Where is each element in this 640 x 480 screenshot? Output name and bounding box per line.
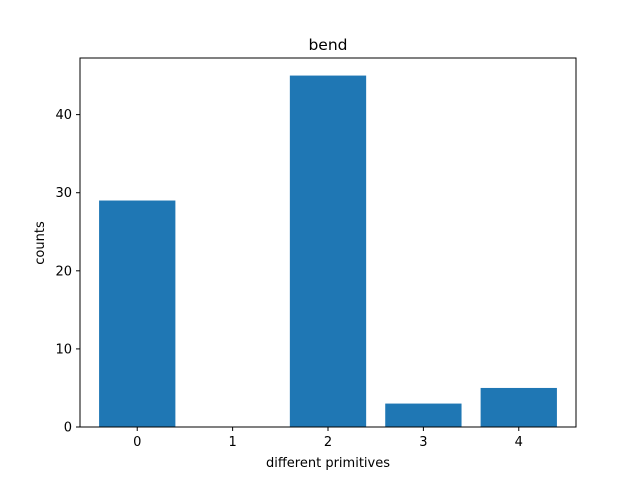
bar-3 bbox=[385, 403, 462, 427]
y-axis-ticks: 0 10 20 30 40 bbox=[55, 108, 80, 436]
x-tick-label: 4 bbox=[515, 435, 523, 450]
x-tick-label: 2 bbox=[324, 435, 332, 450]
x-axis-label: different primitives bbox=[266, 456, 390, 471]
y-tick-label: 30 bbox=[55, 186, 72, 201]
x-tick-label: 1 bbox=[228, 435, 236, 450]
y-tick-label: 0 bbox=[64, 421, 72, 436]
y-tick-label: 40 bbox=[55, 108, 72, 123]
y-tick-label: 10 bbox=[55, 342, 72, 357]
bar-2 bbox=[289, 75, 367, 428]
x-tick-label: 3 bbox=[419, 435, 427, 450]
y-tick-label: 20 bbox=[55, 264, 72, 279]
chart-title: bend bbox=[308, 36, 347, 54]
bar-group bbox=[99, 75, 557, 428]
x-axis-ticks: 0 1 2 3 4 bbox=[133, 427, 523, 450]
plot-frame bbox=[79, 57, 577, 428]
bar-0 bbox=[99, 200, 176, 427]
x-tick-label: 0 bbox=[133, 435, 141, 450]
y-axis-label: counts bbox=[33, 221, 48, 265]
bar-4 bbox=[480, 387, 557, 427]
